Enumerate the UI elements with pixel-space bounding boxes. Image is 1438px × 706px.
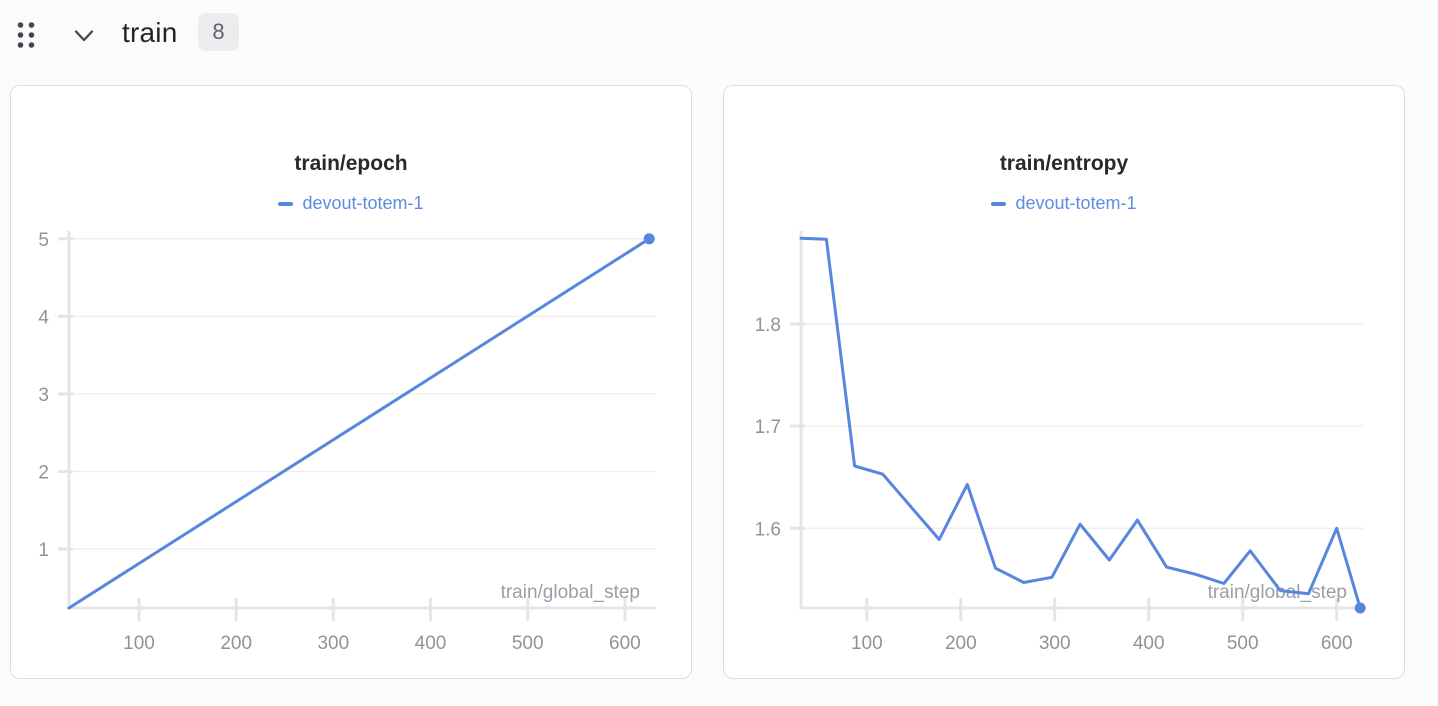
x-tick-label: 100 [851, 633, 883, 654]
legend-item-run[interactable]: devout-totem-1 [724, 193, 1404, 214]
y-tick-label: 1 [38, 540, 49, 561]
y-tick-label: 3 [38, 385, 49, 406]
panel-train-entropy[interactable]: train/entropy devout-totem-1 1.6 1.7 1.8 10… [723, 85, 1405, 679]
y-tick-label: 4 [38, 307, 49, 328]
metrics-section-header: train 8 [0, 0, 1438, 70]
x-tick-label: 200 [220, 633, 252, 654]
x-tick-label: 100 [123, 633, 155, 654]
x-tick-label: 300 [317, 633, 349, 654]
chart-title: train/epoch [294, 152, 408, 175]
legend-line-swatch [991, 201, 1007, 206]
legend-line-swatch [278, 201, 294, 206]
y-tick-label: 1.8 [755, 315, 781, 336]
panel-count-badge: 8 [198, 13, 239, 51]
plot-area[interactable]: 1 2 3 4 5 100 200 300 400 500 600 train/global_step [11, 86, 690, 677]
series-line[interactable] [799, 236, 1362, 610]
x-tick-label: 400 [1133, 633, 1165, 654]
x-tick-label: 600 [609, 633, 641, 654]
drag-handle-grid-dots-icon[interactable] [15, 20, 37, 50]
x-tick-label: 500 [1227, 633, 1259, 654]
end-point-marker[interactable] [643, 233, 655, 245]
series-line[interactable] [67, 237, 651, 610]
x-tick-label: 600 [1321, 633, 1353, 654]
legend-item-run[interactable]: devout-totem-1 [11, 193, 691, 214]
section-title[interactable]: train [122, 17, 178, 48]
legend-run-label: devout-totem-1 [1015, 193, 1137, 213]
y-tick-label: 5 [38, 230, 49, 251]
x-axis-label: train/global_step [501, 582, 640, 603]
y-tick-label: 1.7 [755, 417, 781, 438]
chart-title: train/entropy [999, 152, 1129, 175]
x-tick-label: 200 [945, 633, 977, 654]
y-tick-label: 2 [38, 463, 49, 484]
x-tick-label: 300 [1039, 633, 1071, 654]
panel-train-epoch[interactable]: train/epoch devout-totem-1 1 2 3 4 5 100 200 30… [10, 85, 692, 679]
end-point-marker[interactable] [1354, 602, 1366, 614]
legend-run-label: devout-totem-1 [302, 193, 424, 213]
y-tick-label: 1.6 [755, 519, 781, 540]
chevron-down-icon[interactable] [72, 27, 96, 45]
x-tick-label: 400 [415, 633, 447, 654]
x-tick-label: 500 [512, 633, 544, 654]
